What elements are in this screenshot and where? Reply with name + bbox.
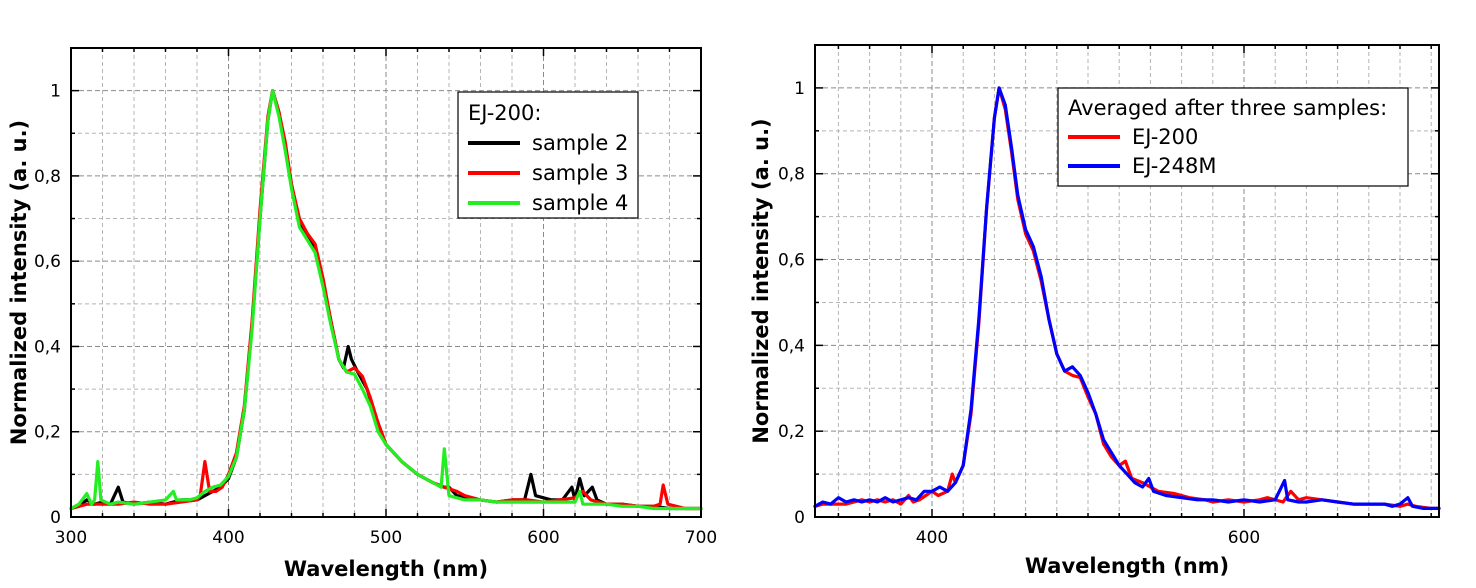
y-tick-label: 0 <box>50 508 61 528</box>
legend-entry-label: sample 4 <box>532 191 628 215</box>
legend-entry-label: EJ-248M <box>1132 154 1217 178</box>
legend-title: Averaged after three samples: <box>1068 96 1387 120</box>
y-tick-label: 0,4 <box>34 337 61 357</box>
y-tick-label: 0 <box>794 508 805 528</box>
y-tick-label: 0,8 <box>34 167 61 187</box>
chart-ej200-samples: 300 400 500 600 700 0 0,2 0,4 0,6 0,8 1 Wavelength … <box>7 47 717 581</box>
y-tick-label: 0,6 <box>34 252 61 272</box>
x-tick-label: 400 <box>212 528 244 548</box>
legend: EJ-200: sample 2 sample 3 sample 4 <box>457 91 639 219</box>
legend-title: EJ-200: <box>468 101 541 125</box>
x-axis-title: Wavelength (nm) <box>284 557 488 581</box>
x-tick-label: 600 <box>527 528 559 548</box>
y-tick-label: 0,6 <box>778 251 805 271</box>
legend: Averaged after three samples: EJ-200 EJ-24… <box>1057 87 1409 187</box>
y-tick-label: 0,2 <box>34 423 61 443</box>
series-line-sample-4 <box>69 89 703 511</box>
x-tick-label: 600 <box>1228 528 1260 548</box>
x-tick-label: 500 <box>370 528 402 548</box>
y-tick-label: 0,2 <box>778 422 805 442</box>
y-axis-title: Normalized intensity (a. u.) <box>7 120 31 445</box>
y-tick-label: 0,4 <box>778 336 805 356</box>
x-axis-title: Wavelength (nm) <box>1025 554 1229 578</box>
y-tick-label: 1 <box>50 82 61 102</box>
legend-entry-label: EJ-200 <box>1132 125 1198 149</box>
series-line-ej-248m <box>813 86 1441 510</box>
legend-box <box>457 91 639 219</box>
y-tick-label: 0,8 <box>778 165 805 185</box>
legend-entry-label: sample 2 <box>532 131 628 155</box>
x-tick-label: 700 <box>685 528 717 548</box>
y-axis-title: Normalized intensity (a. u.) <box>749 118 773 443</box>
y-tick-label: 1 <box>794 79 805 99</box>
legend-entry-label: sample 3 <box>532 161 628 185</box>
chart-averaged: 400 600 0 0,2 0,4 0,6 0,8 1 Wavelength (nm) Norma… <box>749 44 1441 578</box>
x-tick-label: 400 <box>916 528 948 548</box>
plot-frame <box>814 44 1440 518</box>
x-tick-label: 300 <box>55 528 87 548</box>
